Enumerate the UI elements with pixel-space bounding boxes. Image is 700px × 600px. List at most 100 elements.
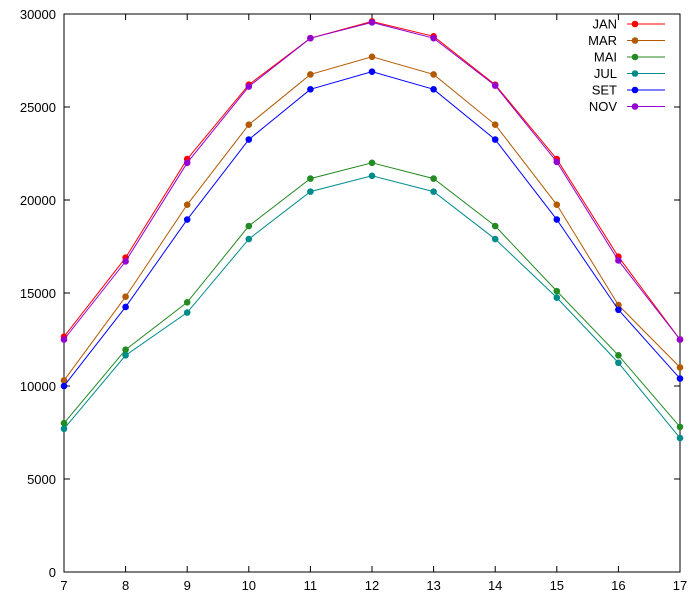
chart-axes: 7 8 9 10 11 12 13 14 15 16 17 0 5000 10000 15000 20000 2… xyxy=(20,7,687,593)
data-point-mai xyxy=(245,222,253,230)
legend-marker-sample xyxy=(631,103,639,110)
data-point-nov xyxy=(430,34,437,42)
data-point-mar xyxy=(676,364,684,371)
data-point-set xyxy=(60,382,68,390)
data-point-mai xyxy=(368,159,376,167)
legend-marker-sample xyxy=(631,37,639,44)
data-point-mar xyxy=(491,121,499,128)
y-tick-label: 20000 xyxy=(20,193,56,208)
series-line-set xyxy=(63,71,681,387)
data-point-mai xyxy=(60,419,68,427)
series-line-mai xyxy=(63,162,681,428)
x-tick-label: 16 xyxy=(611,578,625,593)
data-point-mar xyxy=(60,377,68,384)
data-point-nov xyxy=(183,159,191,167)
x-tick-label: 14 xyxy=(488,578,502,593)
series-nov xyxy=(60,19,684,343)
series-mai xyxy=(60,159,684,431)
data-point-mai xyxy=(553,287,561,295)
x-tick-label: 12 xyxy=(365,578,379,593)
legend-item-set: SET xyxy=(592,83,665,98)
legend-label: JUL xyxy=(594,66,617,81)
data-point-mai xyxy=(676,423,684,431)
data-point-mar xyxy=(553,201,561,208)
x-tick-label: 9 xyxy=(184,578,191,593)
data-point-nov xyxy=(245,83,253,90)
legend-label: MAR xyxy=(588,33,617,48)
x-tick-label: 11 xyxy=(304,578,318,593)
y-tick-label: 25000 xyxy=(20,100,56,115)
legend-marker-sample xyxy=(631,53,639,61)
legend-marker-sample xyxy=(631,20,639,28)
legend-marker-sample xyxy=(631,86,639,94)
data-point-set xyxy=(122,303,129,311)
data-point-nov xyxy=(307,34,314,42)
x-tick-label: 13 xyxy=(426,578,440,593)
x-tick-label: 7 xyxy=(60,578,67,593)
data-point-jul xyxy=(491,235,499,243)
x-tick-label: 17 xyxy=(673,578,687,593)
x-tick-label: 15 xyxy=(550,578,564,593)
data-point-nov xyxy=(491,82,499,89)
data-point-mar xyxy=(430,71,437,78)
data-point-jul xyxy=(676,434,684,442)
data-point-jul xyxy=(122,352,129,359)
plot-frame xyxy=(63,13,681,573)
data-point-set xyxy=(307,86,314,93)
data-point-nov xyxy=(676,336,684,343)
data-point-set xyxy=(245,136,253,143)
y-tick-label: 5000 xyxy=(27,472,56,487)
data-point-mai xyxy=(183,299,191,306)
data-point-mai xyxy=(122,346,129,354)
legend-label: JAN xyxy=(592,17,617,32)
data-point-mar xyxy=(368,53,376,61)
data-point-mai xyxy=(615,352,622,359)
data-point-set xyxy=(183,216,191,223)
data-point-mar xyxy=(122,293,129,301)
legend-label: SET xyxy=(592,83,617,98)
legend-label: NOV xyxy=(589,99,618,114)
legend-item-mai: MAI xyxy=(594,50,665,65)
legend-item-jan: JAN xyxy=(592,17,665,32)
data-point-jul xyxy=(245,235,253,243)
series-line-jul xyxy=(63,175,681,439)
data-point-nov xyxy=(60,336,68,343)
legend-label: MAI xyxy=(594,50,617,65)
data-point-set xyxy=(615,306,622,314)
data-point-jul xyxy=(60,425,68,433)
y-tick-label: 15000 xyxy=(20,286,56,301)
legend-item-jul: JUL xyxy=(594,66,665,81)
data-point-jul xyxy=(430,188,437,195)
data-point-set xyxy=(676,375,684,382)
series-layer xyxy=(60,18,684,442)
legend-item-mar: MAR xyxy=(588,33,665,48)
x-tick-label: 8 xyxy=(122,578,129,593)
data-point-nov xyxy=(122,258,129,265)
data-point-jul xyxy=(307,188,314,195)
y-tick-label: 0 xyxy=(49,565,56,580)
data-point-nov xyxy=(553,158,561,166)
data-point-set xyxy=(491,136,499,143)
data-point-jul xyxy=(615,359,622,367)
data-point-set xyxy=(430,86,437,93)
data-point-mar xyxy=(307,71,314,78)
series-line-mar xyxy=(63,56,681,381)
data-point-nov xyxy=(615,257,622,264)
series-jan xyxy=(60,18,684,343)
data-point-mai xyxy=(491,222,499,230)
legend-marker-sample xyxy=(631,70,639,77)
data-point-jul xyxy=(368,172,376,180)
data-point-mar xyxy=(245,121,253,128)
data-point-set xyxy=(553,216,561,223)
x-tick-label: 10 xyxy=(242,578,256,593)
data-point-mai xyxy=(430,175,437,182)
data-point-set xyxy=(368,68,376,75)
series-set xyxy=(60,68,684,390)
series-jul xyxy=(60,172,684,442)
data-point-mar xyxy=(183,201,191,208)
data-point-mai xyxy=(307,175,314,182)
y-tick-label: 10000 xyxy=(20,379,56,394)
legend-item-nov: NOV xyxy=(589,99,665,114)
